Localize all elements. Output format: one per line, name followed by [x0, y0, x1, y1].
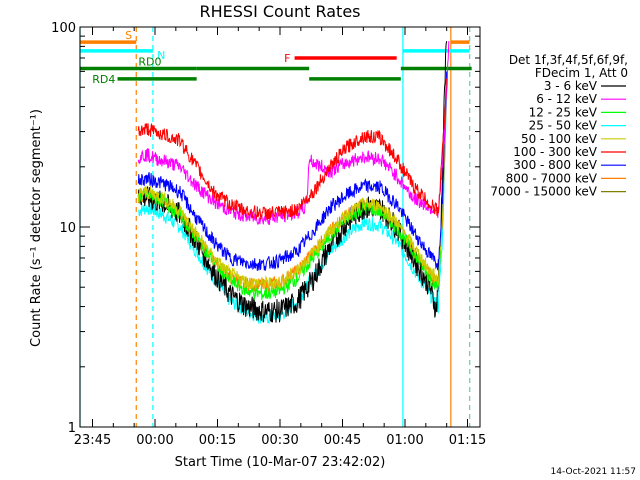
series-line: [137, 71, 448, 271]
series-line: [137, 78, 448, 221]
legend-entry-label: 3 - 6 keV: [544, 79, 598, 93]
legend-entry-label: 7000 - 15000 keV: [490, 185, 597, 199]
y-tick-label: 1: [68, 421, 76, 436]
x-tick-label: 23:45: [74, 433, 111, 448]
x-tick-label: 01:15: [449, 433, 486, 448]
footer-date: 14-Oct-2021 11:57: [551, 467, 636, 477]
series-line: [137, 41, 450, 226]
x-tick-label: 00:15: [199, 433, 236, 448]
annotation-label: RD0: [138, 56, 161, 69]
legend: Det 1f,3f,4f,5f,6f,9f, FDecim 1, Att 0 3…: [490, 53, 628, 199]
series-lines: [137, 40, 450, 325]
x-axis-label: Start Time (10-Mar-07 23:42:02): [175, 455, 386, 470]
y-tick-label: 100: [51, 21, 76, 36]
annotation-label: N: [157, 49, 165, 62]
y-tick-label: 10: [59, 221, 76, 236]
state-annotations: S N F RD0 RD4: [80, 29, 472, 86]
legend-entry-label: 6 - 12 keV: [536, 92, 598, 106]
series-line: [137, 78, 448, 290]
annotation-label: S: [125, 29, 132, 42]
legend-header-line-1: Det 1f,3f,4f,5f,6f,9f,: [509, 53, 628, 67]
x-tick-label: 00:45: [324, 433, 361, 448]
plot-frame: [79, 26, 481, 428]
legend-header-line-2: FDecim 1, Att 0: [535, 66, 628, 80]
legend-entry-label: 800 - 7000 keV: [506, 171, 598, 185]
x-tick-label: 00:30: [261, 433, 298, 448]
legend-entry-label: 25 - 50 keV: [529, 119, 598, 133]
series-line: [137, 78, 448, 301]
annotation-label: RD4: [92, 73, 115, 86]
vertical-markers: [79, 27, 471, 427]
legend-entry-label: 100 - 300 keV: [513, 145, 597, 159]
legend-entry-label: 12 - 25 keV: [529, 105, 598, 119]
series-line: [137, 87, 448, 293]
axes: 23:45 00:00 00:15 00:30 00:45 01:00 01:15 1 10 10…: [51, 21, 486, 448]
x-tick-label: 00:00: [136, 433, 173, 448]
y-axis-label: Count Rate (s⁻¹ detector segment⁻¹): [29, 109, 44, 347]
legend-entry-label: 300 - 800 keV: [513, 158, 597, 172]
chart-title: RHESSI Count Rates: [200, 2, 361, 21]
x-tick-label: 01:00: [386, 433, 423, 448]
annotation-label: F: [284, 52, 290, 65]
legend-entry-label: 50 - 100 keV: [521, 132, 598, 146]
